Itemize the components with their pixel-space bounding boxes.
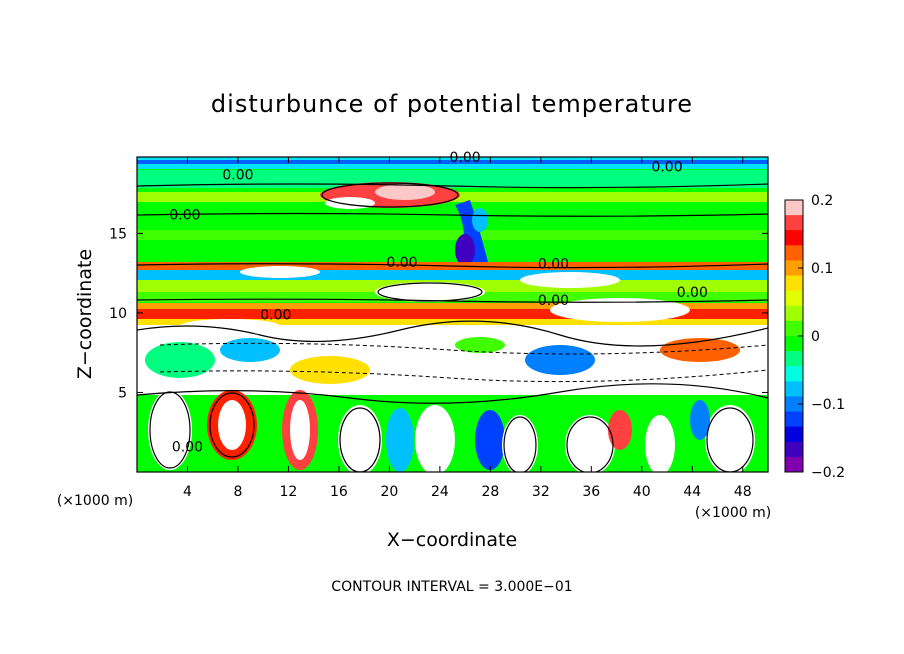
colorbar-tick-label: 0.1 bbox=[811, 261, 833, 277]
x-tick-label: 32 bbox=[532, 484, 550, 500]
contour-label: 0.00 bbox=[651, 160, 682, 176]
x-axis: 4 8 12 16 20 24 28 32 36 40 44 48 bbox=[183, 157, 752, 500]
colorbar-segment bbox=[785, 396, 803, 413]
y-axis: 5 10 15 bbox=[109, 226, 768, 401]
contour-label: 0.00 bbox=[386, 255, 417, 271]
x-tick-label: 24 bbox=[431, 484, 449, 500]
colorbar-segment bbox=[785, 366, 803, 382]
x-tick-label: 40 bbox=[633, 484, 651, 500]
colorbar-segment bbox=[785, 305, 803, 322]
y-tick-label: 5 bbox=[118, 385, 127, 401]
colorbar-segment bbox=[785, 456, 803, 473]
colorbar bbox=[785, 200, 803, 473]
heatmap-field bbox=[137, 157, 768, 472]
colorbar-segment bbox=[785, 411, 803, 428]
contour-label: 0.00 bbox=[169, 207, 200, 223]
contour-label: 0.00 bbox=[222, 168, 253, 184]
y-tick-label: 15 bbox=[109, 226, 127, 242]
colorbar-segment bbox=[785, 351, 803, 367]
x-tick-label: 20 bbox=[380, 484, 398, 500]
colorbar-segment bbox=[785, 200, 803, 216]
x-tick-label: 8 bbox=[233, 484, 242, 500]
colorbar-tick-label: 0.2 bbox=[811, 193, 833, 209]
contour-label: 0.00 bbox=[172, 440, 203, 456]
colorbar-segment bbox=[785, 320, 803, 337]
x-unit-left: (×1000 m) bbox=[57, 493, 133, 509]
x-tick-label: 16 bbox=[330, 484, 348, 500]
colorbar-segment bbox=[785, 336, 803, 352]
y-tick-label: 10 bbox=[109, 306, 127, 322]
contour-label: 0.00 bbox=[260, 308, 291, 324]
x-unit-right: (×1000 m) bbox=[695, 505, 771, 521]
colorbar-segment bbox=[785, 290, 803, 307]
x-tick-label: 28 bbox=[481, 484, 499, 500]
colorbar-segment bbox=[785, 275, 803, 292]
contour-label: 0.00 bbox=[677, 285, 708, 301]
colorbar-segment bbox=[785, 441, 803, 458]
x-tick-label: 44 bbox=[683, 484, 701, 500]
colorbar-segment bbox=[785, 381, 803, 397]
x-tick-label: 36 bbox=[582, 484, 600, 500]
colorbar-segment bbox=[785, 230, 803, 246]
contour-interval: CONTOUR INTERVAL = 3.000E−01 bbox=[331, 579, 572, 595]
x-axis-label: X−coordinate bbox=[387, 529, 517, 551]
colorbar-tick-label: −0.2 bbox=[811, 465, 845, 481]
x-tick-label: 12 bbox=[280, 484, 298, 500]
colorbar-segment bbox=[785, 215, 803, 231]
colorbar-tick-label: 0 bbox=[811, 329, 820, 345]
contour-label: 0.00 bbox=[450, 150, 481, 166]
contour-label: 0.00 bbox=[538, 293, 569, 309]
contour-label: 0.00 bbox=[538, 257, 569, 273]
y-axis-label: Z−coordinate bbox=[74, 249, 96, 379]
plot-frame bbox=[136, 156, 769, 473]
x-tick-label: 4 bbox=[183, 484, 192, 500]
colorbar-ticks: 0.2 0.1 0 −0.1 −0.2 bbox=[798, 193, 845, 481]
contour-labels: 0.00 0.00 0.00 0.00 0.00 0.00 0.00 0.00 0.00 0.00 bbox=[169, 150, 707, 456]
colorbar-segment bbox=[785, 426, 803, 443]
colorbar-segment bbox=[785, 245, 803, 261]
chart-title: disturbunce of potential temperature bbox=[211, 90, 693, 118]
x-tick-label: 48 bbox=[734, 484, 752, 500]
colorbar-tick-label: −0.1 bbox=[811, 397, 845, 413]
colorbar-segment bbox=[785, 260, 803, 277]
